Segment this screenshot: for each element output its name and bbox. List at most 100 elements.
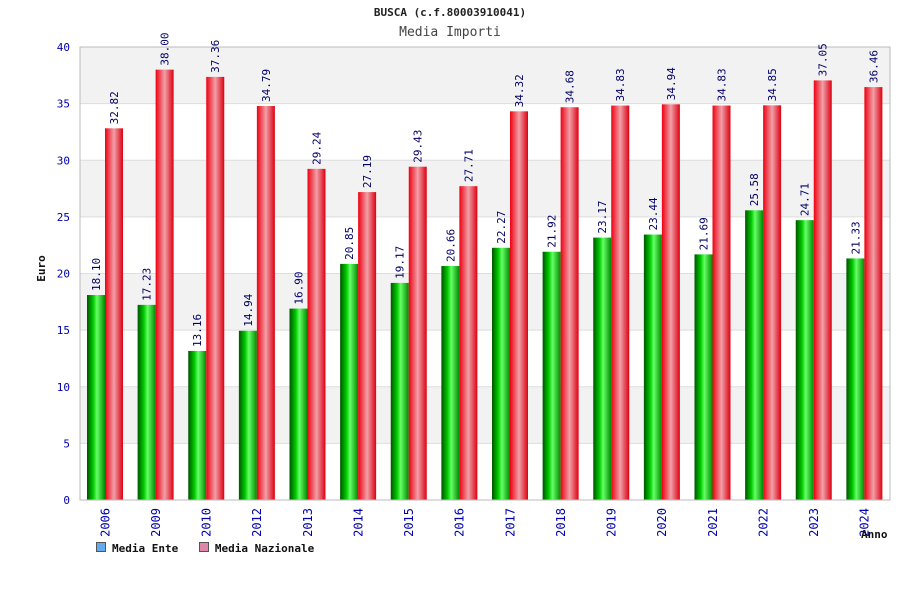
bar-media-nazionale [206,76,225,500]
bar-media-nazionale [611,105,630,501]
value-labels: 18.10 32.82 17.23 38.00 13.16 37.36 14.94 34.79… [90,33,880,347]
x-tick-label: 2021 [706,508,720,537]
x-tick-label: 2017 [503,508,517,537]
y-tick-label: 30 [57,154,70,167]
x-tick-label: 2019 [605,508,619,537]
data-label: 34.32 [513,74,526,107]
y-tick-label: 0 [63,494,70,507]
x-tick-label: 2014 [351,508,365,537]
bar-media-ente [340,263,359,500]
x-tick-label: 2013 [301,508,315,537]
data-label: 16.90 [293,271,306,304]
x-tick-label: 2018 [554,508,568,537]
x-tick-label: 2009 [149,508,163,537]
data-label: 29.24 [311,131,324,164]
bar-media-ente [846,258,865,500]
bar-media-ente [643,234,662,501]
data-label: 27.19 [361,155,374,188]
bar-media-nazionale [510,111,528,501]
bar-media-nazionale [307,168,326,500]
y-axis-label: Euro [34,255,48,282]
bar-media-nazionale [712,105,731,501]
data-label: 21.92 [546,215,559,248]
data-label: 36.46 [867,50,880,83]
bar-media-ente [542,251,561,500]
bar-media-ente [137,304,156,500]
legend-swatch-ente [96,542,106,552]
data-label: 37.05 [817,43,830,76]
data-label: 29.43 [412,130,425,163]
bar-media-nazionale [256,106,275,501]
x-tick-label: 2015 [402,508,416,537]
legend-item-ente: Media Ente [96,542,178,555]
x-tick-label: 2012 [250,508,264,537]
legend-label-nazionale: Media Nazionale [214,542,315,555]
bar-media-nazionale [408,166,427,500]
data-label: 32.82 [108,91,121,124]
data-label: 23.44 [647,197,660,230]
bar-media-nazionale [459,186,478,500]
chart-subtitle: Media Importi [399,25,501,40]
bar-media-ente [289,308,308,500]
chart-title: BUSCA (c.f.80003910041) [373,6,527,19]
data-label: 20.85 [343,227,356,260]
y-tick-label: 5 [63,437,70,450]
bar-media-ente [492,247,510,500]
y-tick-label: 40 [57,41,70,54]
data-label: 13.16 [191,314,204,347]
bar-media-ente [795,220,814,501]
x-axis-label: Anno [861,528,888,541]
data-label: 34.68 [564,70,577,103]
data-label: 34.79 [260,69,273,102]
y-tick-label: 15 [57,324,70,337]
data-label: 38.00 [159,33,172,66]
data-label: 21.33 [849,221,862,254]
y-axis-ticks: 0 5 10 15 20 25 30 35 40 [57,41,70,507]
data-label: 21.69 [698,217,711,250]
data-label: 25.58 [748,173,761,206]
data-label: 20.66 [444,229,457,262]
data-label: 27.71 [462,149,475,182]
x-axis-ticks: 2006 2009 2010 2012 2013 2014 2015 2016 2017 2018… [98,508,871,537]
x-tick-label: 2023 [807,508,821,537]
bar-media-nazionale [155,69,174,501]
legend-label-ente: Media Ente [112,542,179,555]
data-label: 17.23 [141,268,154,301]
bar-media-nazionale [864,87,883,500]
data-label: 23.17 [596,200,609,233]
data-label: 34.83 [716,68,729,101]
y-tick-label: 35 [57,98,70,111]
bar-media-nazionale [813,80,832,500]
bar-media-nazionale [358,192,377,501]
legend-swatch-nazionale [198,542,209,552]
data-label: 18.10 [90,258,103,291]
y-tick-label: 20 [57,268,70,281]
bar-media-nazionale [763,105,782,500]
data-label: 34.94 [665,67,678,100]
axes [79,46,891,501]
bar-media-ente [188,350,207,500]
legend: Media Ente Media Nazionale [96,542,328,555]
bar-media-nazionale [105,128,123,500]
data-label: 14.94 [242,293,255,326]
data-label: 19.17 [394,246,407,279]
bar-media-ente [238,330,257,500]
x-tick-label: 2024 [858,508,872,537]
x-tick-label: 2010 [200,508,214,537]
data-label: 34.85 [766,68,779,101]
bars [87,69,883,501]
bar-media-ente [694,254,713,500]
data-label: 22.27 [495,211,508,244]
bar-media-ente [593,237,612,501]
y-tick-label: 25 [57,211,70,224]
legend-item-nazionale: Media Nazionale [198,542,315,555]
bar-media-ente [87,295,105,500]
data-label: 37.36 [209,40,222,73]
bar-media-nazionale [560,107,579,501]
data-label: 34.83 [614,68,627,101]
y-tick-label: 10 [57,381,70,394]
x-tick-label: 2006 [98,508,112,537]
bar-media-nazionale [661,104,680,500]
plot-frame [79,46,891,501]
